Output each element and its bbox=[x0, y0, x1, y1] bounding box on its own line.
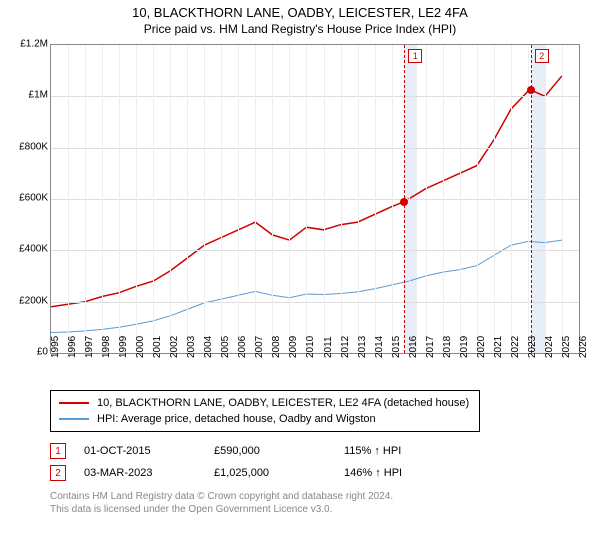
grid-line bbox=[494, 45, 495, 353]
chart-subtitle: Price paid vs. HM Land Registry's House … bbox=[10, 22, 590, 36]
grid-line bbox=[51, 96, 579, 97]
sale-date: 03-MAR-2023 bbox=[84, 467, 214, 479]
legend-row: 10, BLACKTHORN LANE, OADBY, LEICESTER, L… bbox=[59, 395, 471, 411]
grid-line bbox=[170, 45, 171, 353]
grid-line bbox=[51, 148, 579, 149]
sale-row-number: 2 bbox=[50, 465, 66, 481]
grid-line bbox=[102, 45, 103, 353]
chart-container: 10, BLACKTHORN LANE, OADBY, LEICESTER, L… bbox=[0, 0, 600, 521]
grid-line bbox=[341, 45, 342, 353]
legend-label: HPI: Average price, detached house, Oadb… bbox=[97, 413, 376, 425]
sale-price: £1,025,000 bbox=[214, 467, 344, 479]
legend-label: 10, BLACKTHORN LANE, OADBY, LEICESTER, L… bbox=[97, 397, 469, 409]
grid-line bbox=[426, 45, 427, 353]
sale-number-marker: 2 bbox=[535, 49, 549, 63]
grid-line bbox=[255, 45, 256, 353]
grid-line bbox=[511, 45, 512, 353]
sale-date: 01-OCT-2015 bbox=[84, 445, 214, 457]
legend-swatch bbox=[59, 418, 89, 420]
sale-pct: 146% ↑ HPI bbox=[344, 467, 474, 479]
grid-line bbox=[460, 45, 461, 353]
grid-line bbox=[85, 45, 86, 353]
sale-row-number: 1 bbox=[50, 443, 66, 459]
grid-line bbox=[187, 45, 188, 353]
grid-line bbox=[153, 45, 154, 353]
y-tick-label: £1M bbox=[10, 90, 48, 101]
sales-table: 1 01-OCT-2015£590,000115% ↑ HPI 2 03-MAR-20… bbox=[50, 440, 580, 484]
grid-line bbox=[238, 45, 239, 353]
chart-area: £0£200K£400K£600K£800K£1M£1.2M 12 199519… bbox=[10, 44, 588, 382]
grid-line bbox=[51, 250, 579, 251]
footer-line-2: This data is licensed under the Open Gov… bbox=[50, 503, 590, 516]
grid-line bbox=[375, 45, 376, 353]
footer-line-1: Contains HM Land Registry data © Crown c… bbox=[50, 490, 590, 503]
sale-price: £590,000 bbox=[214, 445, 344, 457]
grid-line bbox=[545, 45, 546, 353]
sale-table-row: 2 03-MAR-2023£1,025,000146% ↑ HPI bbox=[50, 462, 580, 484]
grid-line bbox=[409, 45, 410, 353]
grid-line bbox=[306, 45, 307, 353]
footer-attribution: Contains HM Land Registry data © Crown c… bbox=[50, 490, 590, 516]
y-tick-label: £1.2M bbox=[10, 39, 48, 50]
chart-title: 10, BLACKTHORN LANE, OADBY, LEICESTER, L… bbox=[10, 5, 590, 20]
legend-row: HPI: Average price, detached house, Oadb… bbox=[59, 411, 471, 427]
y-tick-label: £0 bbox=[10, 347, 48, 358]
y-tick-label: £400K bbox=[10, 244, 48, 255]
grid-line bbox=[477, 45, 478, 353]
plot-area: 12 bbox=[50, 44, 580, 354]
legend-swatch bbox=[59, 402, 89, 404]
grid-line bbox=[392, 45, 393, 353]
sale-number-marker: 1 bbox=[408, 49, 422, 63]
sale-dot bbox=[400, 198, 408, 206]
y-tick-label: £600K bbox=[10, 193, 48, 204]
grid-line bbox=[136, 45, 137, 353]
grid-line bbox=[51, 199, 579, 200]
grid-line bbox=[272, 45, 273, 353]
grid-line bbox=[221, 45, 222, 353]
grid-line bbox=[443, 45, 444, 353]
y-tick-label: £200K bbox=[10, 295, 48, 306]
y-tick-label: £800K bbox=[10, 141, 48, 152]
grid-line bbox=[204, 45, 205, 353]
grid-line bbox=[562, 45, 563, 353]
grid-line bbox=[324, 45, 325, 353]
sale-dot bbox=[527, 86, 535, 94]
grid-line bbox=[119, 45, 120, 353]
legend: 10, BLACKTHORN LANE, OADBY, LEICESTER, L… bbox=[50, 390, 480, 432]
grid-line bbox=[289, 45, 290, 353]
grid-line bbox=[51, 302, 579, 303]
sale-pct: 115% ↑ HPI bbox=[344, 445, 474, 457]
sale-table-row: 1 01-OCT-2015£590,000115% ↑ HPI bbox=[50, 440, 580, 462]
grid-line bbox=[358, 45, 359, 353]
x-tick-label: 2026 bbox=[578, 336, 600, 358]
grid-line bbox=[68, 45, 69, 353]
